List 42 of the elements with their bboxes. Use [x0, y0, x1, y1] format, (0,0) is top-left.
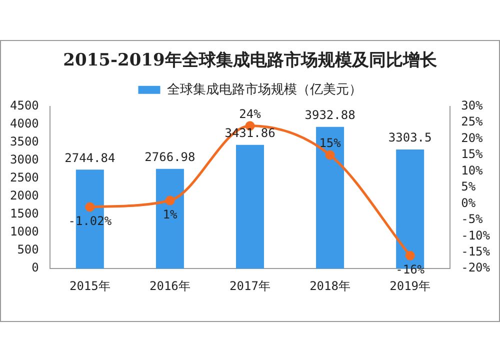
y2-tick-label: 10%: [461, 163, 484, 178]
data-label: 15%: [319, 136, 342, 150]
y-tick-label: 4000: [10, 116, 39, 131]
x-tick-label: 2016年: [150, 278, 190, 293]
x-tick-label: 2017年: [230, 278, 270, 293]
x-tick-label: 2015年: [69, 278, 110, 293]
point: [85, 202, 95, 212]
bar: [316, 126, 344, 269]
x-tick-label: 2019年: [390, 278, 431, 293]
data-label: 2766.98: [144, 150, 196, 164]
data-label: 3303.5: [388, 130, 432, 145]
legend-label: 全球集成电路市场规模（亿美元）: [166, 81, 362, 98]
y-tick-label: 4500: [10, 98, 39, 113]
data-label: 1%: [162, 208, 178, 222]
y2-tick-label: -20%: [461, 260, 491, 275]
y2-tick-label: 20%: [461, 130, 484, 145]
y-tick-label: 1000: [10, 224, 39, 239]
y-tick-label: 500: [17, 242, 39, 257]
y2-tick-label: 5%: [461, 180, 476, 194]
y2-tick-label: 25%: [461, 114, 484, 129]
y-tick-label: 3500: [10, 134, 39, 149]
y2-tick-label: 30%: [461, 98, 484, 113]
y-tick-label: 0: [32, 260, 39, 275]
y2-tick-label: -10%: [461, 228, 491, 242]
chart-title: 2015-2019年全球集成电路市场规模及同比增长: [63, 50, 438, 71]
y2-tick-label: -15%: [461, 244, 491, 259]
bar: [236, 144, 264, 269]
data-label: 3932.88: [304, 108, 356, 122]
y-tick-label: 2000: [10, 188, 39, 203]
point: [165, 196, 175, 206]
y2-tick-label: 0%: [461, 196, 476, 210]
y-tick-label: 2500: [10, 170, 39, 185]
y2-tick-label: 15%: [461, 147, 484, 162]
y-tick-label: 1500: [10, 206, 39, 221]
bar: [156, 168, 184, 269]
point: [405, 250, 415, 260]
y2-tick-label: -5%: [461, 212, 484, 226]
x-tick-label: 2018年: [310, 278, 350, 293]
y-tick-label: 3000: [10, 152, 39, 167]
point: [325, 150, 335, 160]
data-label: 24%: [239, 106, 262, 121]
data-label: 2744.84: [64, 150, 116, 165]
